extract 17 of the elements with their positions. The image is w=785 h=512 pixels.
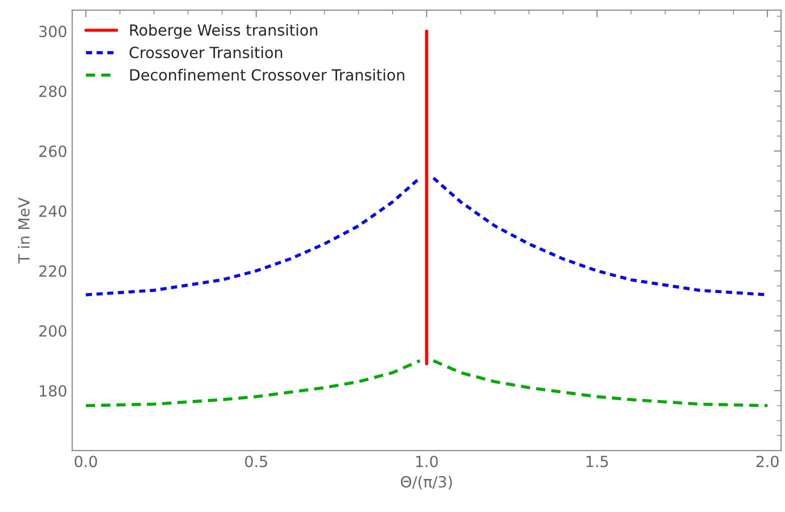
y-axis-title: T in MeV [18, 198, 30, 264]
y-tick-label: 180 [40, 385, 66, 397]
legend-label: Deconfinement Crossover Transition [130, 68, 404, 81]
x-tick-label: 2.0 [756, 456, 779, 468]
x-tick-label: 1.0 [416, 456, 438, 468]
y-tick-label: 240 [39, 205, 66, 217]
y-tick-label: 200 [39, 325, 66, 337]
x-tick-label: 1.5 [586, 456, 608, 468]
legend-label: Crossover Transition [130, 46, 282, 58]
y-tick-label: 280 [39, 86, 66, 98]
x-tick-label: 0.0 [74, 456, 97, 468]
x-tick-label: 0.5 [245, 456, 268, 468]
y-tick-label: 300 [39, 26, 66, 38]
y-tick-label: 220 [39, 265, 66, 277]
legend-label: Roberge Weiss transition [130, 24, 318, 39]
x-axis-title: Θ/(π/3) [400, 476, 452, 490]
y-tick-label: 260 [39, 145, 66, 158]
